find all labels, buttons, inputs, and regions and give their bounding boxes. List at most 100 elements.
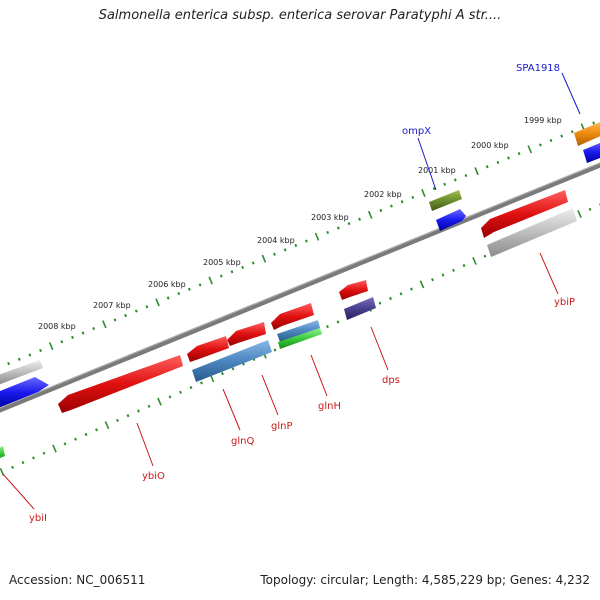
minor-tick: [326, 230, 330, 234]
minor-tick: [116, 418, 119, 422]
gene-label-ybiI[interactable]: ybiI: [29, 513, 47, 524]
minor-tick: [124, 313, 128, 318]
kbp-scale: 2008 kbp 2007 kbp 2006 kbp 2005 kbp 2004…: [38, 116, 562, 331]
minor-tick: [39, 348, 42, 353]
minor-tick: [399, 292, 403, 296]
minor-tick: [588, 207, 592, 211]
minor-tick: [219, 274, 223, 278]
gene-feature[interactable]: [0, 377, 49, 408]
major-tick: [261, 254, 267, 263]
minor-tick: [400, 200, 404, 204]
gene-feature[interactable]: [58, 355, 183, 413]
major-tick: [367, 210, 373, 219]
gene-feature[interactable]: [344, 297, 376, 320]
major-tick: [472, 256, 477, 265]
gene-feature[interactable]: [574, 120, 600, 146]
minor-tick: [145, 305, 149, 309]
minor-tick: [134, 309, 138, 313]
minor-tick: [453, 178, 457, 182]
gene-feature[interactable]: [487, 208, 577, 257]
kbp-label: 2000 kbp: [471, 141, 509, 150]
minor-tick: [17, 357, 21, 361]
gene-label-glnQ[interactable]: glnQ: [231, 436, 254, 447]
kbp-label: 2002 kbp: [364, 190, 402, 199]
minor-tick: [137, 409, 140, 413]
major-tick: [52, 444, 57, 453]
gene-feature[interactable]: [0, 360, 43, 385]
minor-tick: [326, 325, 329, 329]
major-tick: [208, 276, 213, 285]
minor-tick: [32, 456, 35, 460]
minor-tick: [549, 138, 553, 143]
minor-tick: [485, 165, 489, 169]
forward-genes: [0, 120, 600, 408]
minor-tick: [168, 395, 172, 399]
minor-tick: [60, 340, 64, 344]
gene-labels: SPA1918 ompX ybiP dps glnH glnP glnQ ybi…: [29, 63, 575, 524]
gene-label-dps[interactable]: dps: [382, 375, 400, 386]
gene-feature[interactable]: [0, 446, 5, 460]
minor-tick: [84, 432, 88, 437]
minor-tick: [336, 320, 340, 324]
minor-tick: [517, 152, 521, 156]
genome-title: Salmonella enterica subsp. enterica sero…: [98, 8, 502, 23]
gene-feature[interactable]: [429, 190, 462, 211]
major-tick: [314, 232, 320, 241]
kbp-label: 2006 kbp: [148, 280, 186, 289]
minor-tick: [538, 143, 542, 147]
gene-feature[interactable]: [278, 328, 322, 349]
gene-feature[interactable]: [192, 340, 272, 382]
minor-tick: [304, 239, 308, 243]
minor-tick: [126, 414, 130, 418]
gene-feature[interactable]: [481, 190, 568, 238]
gene-feature[interactable]: [187, 336, 229, 362]
major-tick: [577, 210, 582, 219]
gene-label-ybiO[interactable]: ybiO: [142, 471, 165, 482]
major-tick: [48, 342, 54, 351]
gene-feature[interactable]: [277, 320, 320, 342]
kbp-label: 2004 kbp: [257, 236, 295, 245]
gene-feature[interactable]: [227, 322, 266, 346]
gene-feature[interactable]: [271, 303, 314, 330]
minor-tick: [42, 451, 46, 455]
kbp-label: 1999 kbp: [524, 116, 562, 125]
minor-tick: [113, 318, 117, 322]
gene-label-glnP[interactable]: glnP: [271, 421, 293, 432]
minor-tick: [560, 134, 564, 138]
minor-tick: [443, 182, 447, 186]
gene-label-SPA1918[interactable]: SPA1918: [516, 63, 560, 74]
minor-tick: [147, 404, 151, 408]
minor-tick: [496, 160, 500, 164]
kbp-label: 2008 kbp: [38, 322, 76, 331]
minor-tick: [71, 335, 74, 339]
minor-tick: [462, 264, 466, 268]
minor-tick: [187, 287, 191, 291]
gene-label-ybiP[interactable]: ybiP: [554, 297, 575, 308]
minor-tick: [198, 283, 202, 287]
major-tick: [527, 145, 533, 154]
kbp-label: 2007 kbp: [93, 301, 131, 310]
reverse-genes: [0, 190, 577, 460]
gene-feature[interactable]: [436, 209, 466, 231]
accession-text: Accession: NC_006511: [9, 573, 146, 587]
minor-tick: [81, 331, 85, 335]
gene-feature[interactable]: [583, 141, 600, 163]
major-tick: [421, 188, 426, 198]
gene-label-glnH[interactable]: glnH: [318, 401, 341, 412]
minor-tick: [379, 208, 383, 213]
minor-tick: [166, 296, 170, 300]
kbp-label: 2003 kbp: [311, 213, 349, 222]
topology-text: Topology: circular; Length: 4,585,229 bp…: [260, 573, 590, 587]
minor-tick: [241, 265, 245, 269]
gene-label-ompX[interactable]: ompX: [402, 126, 431, 137]
gene-feature[interactable]: [339, 280, 368, 300]
major-tick: [157, 397, 162, 406]
minor-tick: [74, 437, 77, 441]
minor-tick: [251, 261, 255, 265]
major-tick: [419, 280, 425, 289]
genome-backbone: [0, 162, 600, 413]
minor-tick: [230, 270, 234, 274]
minor-tick: [452, 268, 455, 272]
minor-tick: [411, 195, 415, 199]
outer-tick-track: [0, 121, 596, 372]
